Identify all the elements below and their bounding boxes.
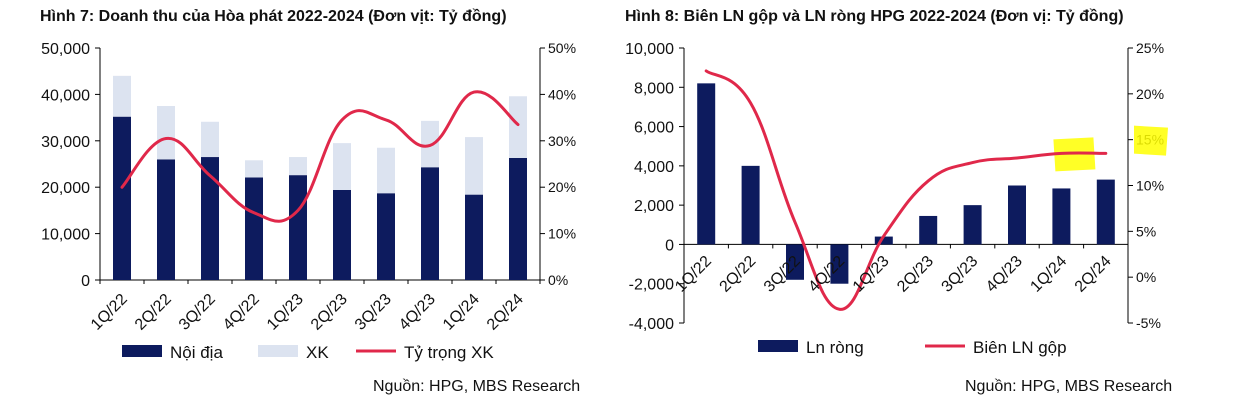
chart2-left-tick-label: 2,000 — [634, 198, 674, 215]
chart1-category-label: 1Q/22 — [88, 291, 131, 334]
chart2-right-tick-label: 25% — [1136, 40, 1164, 56]
chart1-category-label: 2Q/23 — [308, 291, 351, 334]
chart1-category-label: 3Q/22 — [176, 291, 219, 334]
chart1-legend-swatch — [122, 345, 162, 357]
chart2-bar-ln-ròng-3 — [830, 244, 849, 284]
chart1-bar-xk-9 — [509, 96, 527, 158]
chart1-category-label: 2Q/24 — [484, 291, 527, 334]
chart2-right-tick-label: 10% — [1136, 178, 1164, 194]
chart1-bar-nội-địa-0 — [113, 116, 131, 280]
chart2-left-tick-label: 6,000 — [634, 120, 674, 137]
chart2-bar-ln-ròng-7 — [1008, 185, 1026, 245]
chart2-bar-ln-ròng-6 — [963, 205, 982, 245]
chart1-bar-xk-0 — [113, 75, 131, 117]
chart1-source: Nguồn: HPG, MBS Research — [373, 378, 581, 395]
chart2-left-tick-label: 4,000 — [634, 159, 674, 176]
chart1-right-tick-label: 30% — [548, 133, 576, 149]
chart2-left-tick-label: -4,000 — [629, 316, 674, 333]
chart1-bar-xk-3 — [245, 160, 263, 178]
chart2-right-tick-label: 20% — [1136, 86, 1164, 102]
chart1-left-tick-label: 10,000 — [41, 227, 90, 244]
chart1-category-label: 4Q/22 — [220, 291, 263, 334]
chart2-left-tick-label: 10,000 — [625, 41, 674, 58]
chart2-right-tick-label: 0% — [1136, 269, 1156, 285]
chart2-bar-ln-ròng-2 — [786, 244, 804, 280]
chart1-bar-xk-4 — [289, 157, 307, 176]
chart1-left-tick-label: 0 — [81, 273, 90, 290]
chart1-bar-nội-địa-9 — [509, 157, 527, 280]
chart2-category-label: 1Q/24 — [1027, 253, 1070, 296]
chart2-category-label: 2Q/23 — [894, 253, 937, 296]
chart1-bar-nội-địa-8 — [465, 194, 483, 280]
chart1-category-label: 4Q/23 — [396, 291, 439, 334]
chart1-left-tick-label: 20,000 — [41, 180, 90, 197]
chart1-category-label: 2Q/22 — [132, 291, 175, 334]
chart1-right-tick-label: 50% — [548, 40, 576, 56]
chart2-category-label: 2Q/22 — [717, 253, 760, 296]
chart1-bar-nội-địa-4 — [289, 175, 307, 280]
chart1-legend-label: Nội địa — [170, 343, 223, 362]
chart1-left-tick-label: 40,000 — [41, 87, 90, 104]
chart1-left-tick-label: 30,000 — [41, 134, 90, 151]
chart1-legend-swatch — [258, 345, 298, 357]
chart1-bar-nội-địa-1 — [157, 159, 175, 280]
chart2-bar-ln-ròng-5 — [919, 215, 938, 245]
chart1-bar-nội-địa-6 — [377, 193, 395, 280]
chart2-category-label: 2Q/24 — [1072, 253, 1115, 296]
chart1-bar-nội-địa-5 — [333, 189, 351, 280]
chart1-bar-nội-địa-2 — [201, 157, 219, 280]
chart1-right-tick-label: 10% — [548, 226, 576, 242]
chart2-left-tick-label: 0 — [665, 237, 674, 254]
chart2-bar-ln-ròng-4 — [874, 236, 893, 245]
chart2-legend-label: Ln ròng — [806, 338, 864, 357]
chart2-highlight-label — [1134, 125, 1168, 156]
chart2-legend-label: Biên LN gộp — [973, 338, 1067, 357]
chart1-bar-nội-địa-3 — [245, 177, 263, 280]
chart2-category-label: 1Q/22 — [672, 253, 715, 296]
chart1-bar-xk-5 — [333, 143, 351, 190]
chart2-category-label: 4Q/23 — [983, 253, 1026, 296]
chart1-bar-xk-8 — [465, 137, 483, 195]
chart1-right-tick-label: 40% — [548, 86, 576, 102]
chart1-bar-xk-1 — [157, 106, 175, 160]
chart1-bar-xk-2 — [201, 121, 219, 158]
chart2-bar-ln-ròng-1 — [741, 165, 760, 245]
chart1-bar-xk-6 — [377, 147, 395, 194]
chart1-legend-label: XK — [306, 343, 329, 362]
chart2-source: Nguồn: HPG, MBS Research — [965, 378, 1173, 395]
chart1-legend-label: Tỷ trọng XK — [404, 343, 494, 362]
chart2-left-tick-label: -2,000 — [629, 277, 674, 294]
chart2-title: Hình 8: Biên LN gộp và LN ròng HPG 2022-… — [625, 8, 1124, 25]
chart1-category-label: 1Q/23 — [264, 291, 307, 334]
chart2-category-label: 3Q/23 — [939, 253, 982, 296]
chart1-right-tick-label: 20% — [548, 179, 576, 195]
chart2-line-biên-ln-gộp — [704, 69, 1108, 311]
chart2-right-tick-label: 5% — [1136, 223, 1156, 239]
chart1-title: Hình 7: Doanh thu của Hòa phát 2022-2024… — [40, 8, 507, 25]
chart1-bar-nội-địa-7 — [421, 167, 439, 280]
chart1-category-label: 3Q/23 — [352, 291, 395, 334]
chart1-left-tick-label: 50,000 — [41, 41, 90, 58]
chart2-right-tick-label: -5% — [1136, 315, 1161, 331]
chart2-bar-ln-ròng-9 — [1096, 179, 1115, 245]
chart2-bar-ln-ròng-0 — [697, 83, 716, 245]
chart2-legend-swatch — [758, 340, 798, 352]
chart1-category-label: 1Q/24 — [440, 291, 483, 334]
chart2-bar-ln-ròng-8 — [1052, 188, 1071, 245]
chart2-left-tick-label: 8,000 — [634, 80, 674, 97]
chart1-line-tỷ-trọng-xk — [120, 90, 520, 223]
chart1-right-tick-label: 0% — [548, 272, 568, 288]
